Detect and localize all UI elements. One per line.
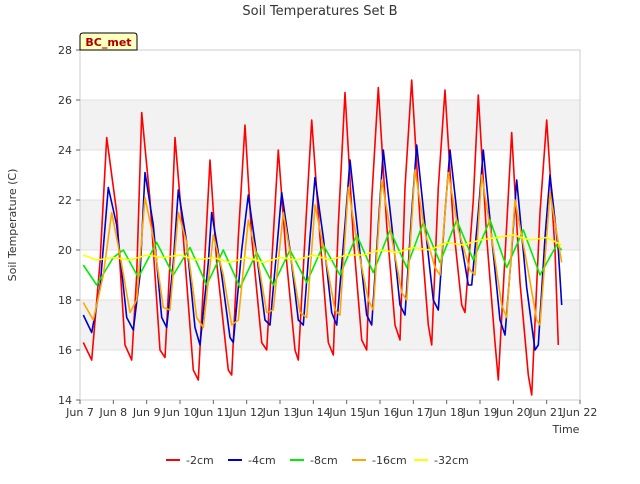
x-tick-label: Jun 13	[262, 406, 298, 419]
y-tick-label: 26	[58, 94, 72, 107]
grid-bands	[80, 50, 580, 401]
x-tick-label: Jun 21	[528, 406, 564, 419]
x-tick-label: Jun 15	[328, 406, 364, 419]
grid-band	[80, 200, 580, 250]
legend: -2cm -4cm -8cm -16cm -32cm	[166, 454, 469, 467]
x-tick-label: Jun 22	[562, 406, 598, 419]
badge-label: BC_met	[85, 36, 131, 49]
legend-label: -4cm	[248, 454, 276, 467]
grid-band	[80, 350, 580, 400]
y-tick-label: 16	[58, 344, 72, 357]
bc-met-badge: BC_met	[79, 32, 138, 51]
legend-label: -16cm	[372, 454, 407, 467]
chart-title: Soil Temperatures Set B	[242, 4, 397, 19]
x-tick-label: Jun 11	[195, 406, 231, 419]
y-tick-label: 28	[58, 44, 72, 57]
y-tick-label: 22	[58, 194, 72, 207]
x-tick-label: Jun 10	[162, 406, 198, 419]
series-line-4cmcm	[82, 144, 563, 351]
y-tick-label: 20	[58, 244, 72, 257]
series-line-2cmcm	[82, 79, 560, 396]
x-tick-label: Jun 17	[395, 406, 431, 419]
x-tick-label: Jun 19	[462, 406, 498, 419]
y-axis-ticks: 14 16 18 20 22 24 26 28	[58, 44, 80, 407]
series-lines	[82, 79, 563, 396]
x-tick-label: Jun 9	[132, 406, 161, 419]
y-tick-label: 24	[58, 144, 72, 157]
y-tick-label: 14	[58, 394, 72, 407]
x-tick-label: Jun 16	[362, 406, 398, 419]
y-tick-label: 18	[58, 294, 72, 307]
legend-label: -32cm	[434, 454, 469, 467]
grid-band	[80, 50, 580, 100]
x-tick-label: Jun 8	[98, 406, 127, 419]
x-tick-label: Jun 14	[295, 406, 331, 419]
x-tick-label: Jun 20	[495, 406, 531, 419]
x-tick-label: Jun 12	[228, 406, 264, 419]
x-axis-label: Time	[552, 423, 580, 436]
grid-band	[80, 150, 580, 200]
legend-label: -8cm	[310, 454, 338, 467]
legend-label: -2cm	[186, 454, 214, 467]
x-tick-label: Jun 7	[65, 406, 94, 419]
y-axis-label: Soil Temperature (C)	[6, 169, 19, 282]
series-line-32cmcm	[83, 234, 563, 264]
series-line-16cmcm	[82, 169, 563, 329]
plot-area	[79, 49, 581, 401]
grid-band	[80, 100, 580, 150]
x-tick-label: Jun 18	[428, 406, 464, 419]
